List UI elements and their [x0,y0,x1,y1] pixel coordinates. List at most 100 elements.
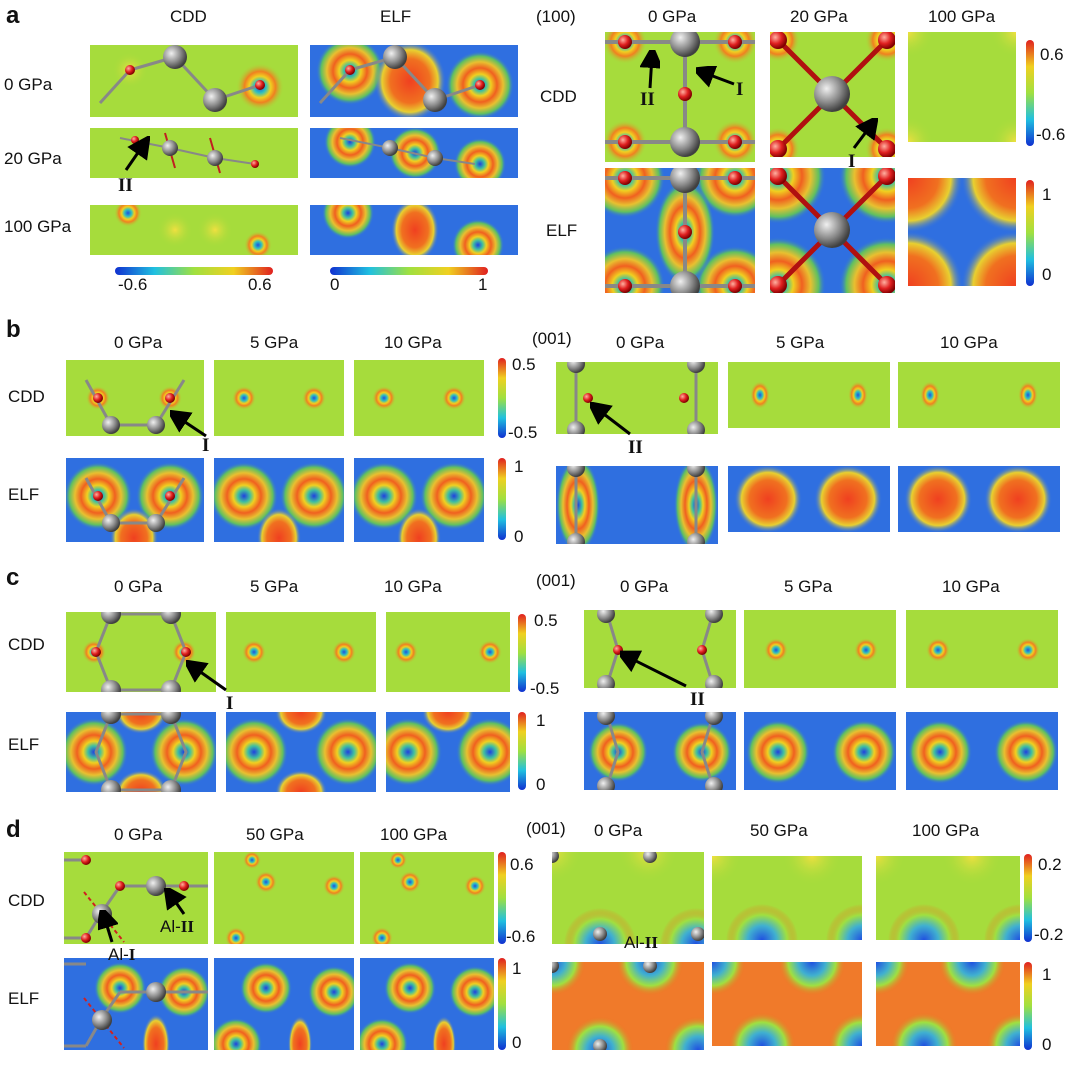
colorbar-d-right-cdd-max: 0.2 [1038,855,1062,874]
col-b-right-0gpa: 0 GPa [616,333,665,352]
colorbar-a-cdd [115,262,273,275]
cdd-map-a-right-100gpa [908,32,1016,142]
col-c-10gpa: 10 GPa [384,577,442,596]
marker-a-I-top: I [736,79,744,100]
row-b-elf: ELF [8,485,40,504]
elf-map-c-5gpa [226,712,376,792]
col-d-right-50gpa: 50 GPa [750,821,808,840]
cdd-map-c-10gpa [386,612,510,692]
elf-map-a-right-20gpa [770,168,895,293]
plane-b-001: (001) [532,329,572,348]
elf-map-d-right-50gpa [712,962,862,1046]
colorbar-d-cdd-max: 0.6 [510,855,534,874]
colorbar-a-cdd-min: -0.6 [118,275,148,294]
cdd-map-b-10gpa [354,360,484,436]
cdd-map-a-right-0gpa [605,32,755,162]
panel-letter-a: a [6,2,20,29]
colorbar-c-elf [518,712,526,790]
elf-map-c-right-10gpa [906,712,1058,790]
marker-a-I-20: I [848,151,856,172]
elf-map-b-right-0gpa [556,466,718,544]
colorbar-d-right-cdd-min: -0.2 [1034,925,1064,944]
col-d-0gpa: 0 GPa [114,825,163,844]
cdd-map-b-right-10gpa [898,362,1060,428]
col-d-right-0gpa: 0 GPa [594,821,643,840]
col-a-right-0gpa: 0 GPa [648,7,697,26]
elf-map-d-100gpa [360,958,494,1050]
cdd-map-c-right-0gpa [584,610,736,688]
col-c-right-10gpa: 10 GPa [942,577,1000,596]
cdd-map-d-right-50gpa [712,856,862,940]
plane-a-100: (100) [536,7,576,26]
col-header-elf: ELF [380,7,412,26]
elf-map-a-20gpa [310,128,518,178]
col-b-10gpa: 10 GPa [384,333,442,352]
colorbar-d-right-elf-max: 1 [1042,965,1052,984]
arrow-b-II [590,402,631,436]
colorbar-d-right-elf [1024,962,1032,1050]
cdd-map-a-20gpa [90,128,298,178]
cdd-map-a-100gpa [90,205,298,255]
elf-map-b-0gpa [66,458,204,542]
cdd-map-d-right-100gpa [876,856,1020,940]
elf-map-d-right-100gpa [876,962,1020,1046]
label-d-al-I: Al-I [108,945,136,964]
arrow-b-I [170,410,207,438]
colorbar-a-right-elf-min: 0 [1042,265,1052,284]
marker-a-II-top: II [640,89,655,110]
cdd-map-d-100gpa [360,852,494,944]
colorbar-d-elf [498,958,506,1050]
arrow-a-I-20 [852,118,878,149]
arrow-a-I-top [696,66,735,88]
row-a-right-elf: ELF [546,221,578,240]
cdd-map-b-right-5gpa [728,362,890,428]
colorbar-b-cdd-min: -0.5 [508,423,538,442]
colorbar-a-right-cdd [1026,40,1034,146]
colorbar-b-elf [498,458,506,540]
col-a-right-100gpa: 100 GPa [928,7,996,26]
colorbar-b-elf-min: 0 [514,527,524,546]
col-d-50gpa: 50 GPa [246,825,304,844]
elf-map-a-right-0gpa [605,168,755,293]
colorbar-c-elf-max: 1 [536,711,546,730]
col-d-100gpa: 100 GPa [380,825,448,844]
elf-map-c-10gpa [386,712,510,792]
panel-letter-b: b [6,316,21,343]
col-c-right-5gpa: 5 GPa [784,577,833,596]
row-c-cdd: CDD [8,635,45,654]
col-b-0gpa: 0 GPa [114,333,163,352]
row-d-cdd: CDD [8,891,45,910]
col-c-0gpa: 0 GPa [114,577,163,596]
colorbar-a-elf-min: 0 [330,275,340,294]
elf-map-a-right-100gpa [908,178,1016,286]
marker-a-II-left: II [118,175,133,196]
colorbar-a-right-elf [1026,180,1034,286]
colorbar-d-cdd [498,852,506,944]
colorbar-d-elf-min: 0 [512,1033,522,1052]
row-label-100gpa: 100 GPa [4,217,72,236]
elf-map-b-5gpa [214,458,344,542]
col-header-cdd: CDD [170,7,207,26]
row-a-right-cdd: CDD [540,87,577,106]
row-d-elf: ELF [8,989,40,1008]
marker-c-I: I [226,693,234,714]
cdd-map-a-0gpa [90,45,298,117]
colorbar-b-elf-max: 1 [514,457,524,476]
colorbar-a-right-cdd-min: -0.6 [1036,125,1066,144]
marker-c-II: II [690,689,705,710]
elf-map-d-right-0gpa [552,962,704,1050]
elf-map-d-0gpa [64,958,208,1050]
elf-map-b-10gpa [354,458,484,542]
elf-map-c-right-5gpa [744,712,896,790]
col-b-right-10gpa: 10 GPa [940,333,998,352]
colorbar-d-cdd-min: -0.6 [506,927,536,946]
cdd-map-b-5gpa [214,360,344,436]
elf-map-d-50gpa [214,958,354,1050]
cdd-map-d-50gpa [214,852,354,944]
colorbar-c-cdd [518,614,526,692]
col-d-right-100gpa: 100 GPa [912,821,980,840]
colorbar-d-elf-max: 1 [512,959,522,978]
colorbar-b-cdd [498,358,506,438]
cdd-map-c-5gpa [226,612,376,692]
colorbar-d-right-cdd [1024,854,1032,942]
